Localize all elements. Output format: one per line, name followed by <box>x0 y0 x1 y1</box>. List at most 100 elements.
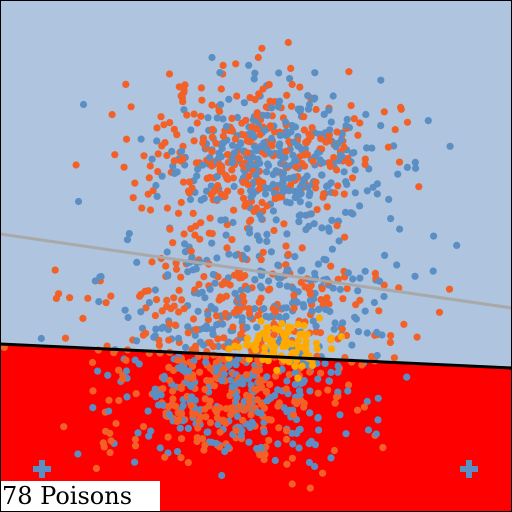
scatter-point <box>294 336 302 345</box>
scatter-point <box>285 406 293 414</box>
scatter-point <box>282 312 290 320</box>
scatter-point <box>213 414 221 422</box>
scatter-point <box>212 364 221 372</box>
scatter-point <box>245 138 253 146</box>
scatter-point <box>102 427 110 435</box>
scatter-point <box>340 190 348 198</box>
scatter-point <box>177 454 185 462</box>
scatter-point <box>74 197 83 206</box>
scatter-point <box>304 92 312 100</box>
scatter-point <box>165 320 173 328</box>
scatter-point <box>225 361 233 369</box>
scatter-point <box>250 75 258 83</box>
scatter-point <box>213 321 221 329</box>
scatter-point <box>330 446 338 455</box>
scatter-point <box>206 153 214 161</box>
scatter-point <box>400 320 408 328</box>
scatter-point <box>260 456 268 464</box>
scatter-point <box>273 366 281 374</box>
scatter-point <box>282 342 290 350</box>
scatter-point <box>343 180 351 188</box>
scatter-point <box>291 123 299 131</box>
scatter-point <box>270 226 278 235</box>
scatter-point <box>256 131 264 139</box>
scatter-point <box>251 143 259 151</box>
scatter-point <box>379 444 387 452</box>
scatter-point <box>240 99 248 107</box>
scatter-point <box>194 424 202 432</box>
scatter-point <box>180 230 188 238</box>
scatter-point <box>435 308 444 316</box>
scatter-point <box>88 358 97 367</box>
scatter-point <box>274 440 282 448</box>
scatter-point <box>214 335 222 343</box>
decision-boundary-line <box>0 342 512 370</box>
scatter-point <box>280 220 288 228</box>
scatter-point <box>245 355 253 363</box>
scatter-point <box>374 416 382 424</box>
scatter-point <box>108 111 116 119</box>
scatter-point <box>144 407 152 415</box>
scatter-point <box>199 435 207 443</box>
scatter-point <box>177 92 185 100</box>
scatter-point <box>204 316 212 324</box>
scatter-point <box>190 357 198 365</box>
scatter-point <box>284 266 292 274</box>
scatter-point <box>291 380 299 388</box>
scatter-point <box>213 408 221 416</box>
scatter-point <box>217 85 225 93</box>
scatter-point <box>345 68 353 76</box>
scatter-point <box>180 305 188 313</box>
scatter-point <box>72 161 80 169</box>
scatter-point <box>211 279 219 287</box>
scatter-point <box>194 307 202 315</box>
scatter-point <box>372 430 380 438</box>
scatter-point <box>347 209 355 217</box>
scatter-point <box>174 409 182 417</box>
scatter-point <box>424 117 432 125</box>
scatter-point <box>378 331 386 339</box>
scatter-point <box>257 409 265 418</box>
scatter-point <box>290 411 298 419</box>
scatter-point <box>395 284 403 292</box>
scatter-point <box>206 419 215 427</box>
scatter-point <box>262 146 270 154</box>
scatter-point <box>311 462 319 471</box>
scatter-point <box>340 143 348 151</box>
scatter-point <box>208 125 217 133</box>
scatter-point <box>189 315 198 323</box>
scatter-point <box>158 172 166 180</box>
scatter-point <box>271 456 279 465</box>
scatter-point <box>216 428 224 436</box>
scatter-point <box>339 319 347 327</box>
scatter-point <box>196 368 204 376</box>
scatter-point <box>296 107 304 115</box>
scatter-point <box>373 351 381 360</box>
scatter-point <box>200 446 208 454</box>
scatter-point <box>165 70 174 78</box>
markers-layer <box>33 460 478 478</box>
scatter-point <box>60 423 68 431</box>
scatter-point <box>368 144 376 152</box>
scatter-point <box>308 307 316 315</box>
scatter-point <box>325 377 333 385</box>
scatter-point <box>192 325 200 334</box>
scatter-point <box>266 97 274 105</box>
scatter-point <box>314 389 322 397</box>
scatter-point <box>317 296 325 304</box>
scatter-point <box>412 164 420 172</box>
scatter-point <box>327 262 335 270</box>
scatter-point <box>79 100 88 109</box>
scatter-point <box>216 69 224 77</box>
scatter-point <box>331 319 339 327</box>
scatter-point <box>285 371 293 379</box>
scatter-point <box>345 381 353 389</box>
scatter-point <box>175 416 183 424</box>
scatter-point <box>298 362 306 370</box>
scatter-point <box>294 374 302 382</box>
scatter-point <box>331 399 339 407</box>
scatter-point <box>251 367 259 375</box>
scatter-point <box>380 292 388 301</box>
scatter-point <box>300 303 308 311</box>
